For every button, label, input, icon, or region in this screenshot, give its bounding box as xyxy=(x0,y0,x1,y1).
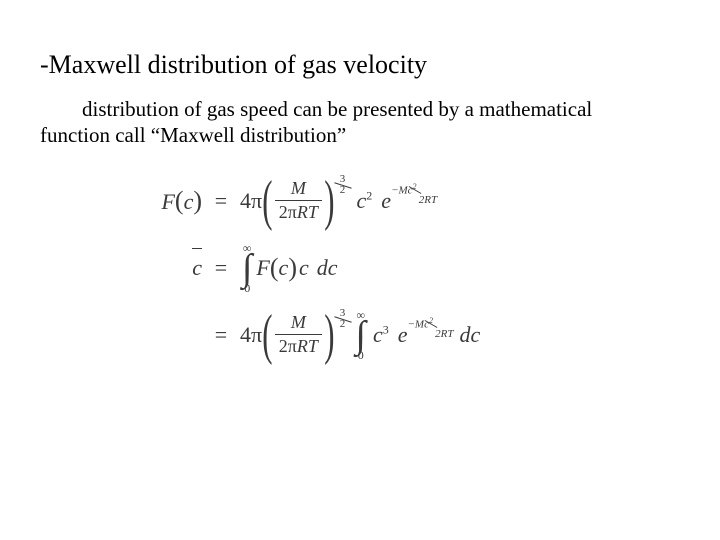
eq3-rhs: 4π ( M 2πRT ) 3 2 ∞ ∫ 0 c3 xyxy=(240,307,480,363)
slide-title: -Maxwell distribution of gas velocity xyxy=(40,50,680,80)
equation-block: F(c) = 4π ( M 2πRT ) 3 2 c2 e xyxy=(130,173,680,363)
eq3-fraction: M 2πRT xyxy=(275,312,322,357)
eq3-exp-superscript: −Mc2 2RT xyxy=(407,318,451,336)
eq2-integral: ∞ ∫ 0 xyxy=(242,243,252,293)
eq1-fraction: M 2πRT xyxy=(275,178,322,223)
eq3-equals: = xyxy=(202,322,240,348)
eq1-exp-superscript: −Mc2 2RT xyxy=(391,184,435,202)
body-line-2: function call “Maxwell distribution” xyxy=(40,123,346,147)
slide-page: -Maxwell distribution of gas velocity di… xyxy=(0,0,720,363)
eq1-lhs: F(c) xyxy=(130,186,202,216)
eq1-rhs: 4π ( M 2πRT ) 3 2 c2 e −Mc2 2RT xyxy=(240,173,435,229)
eq2-rhs: ∞ ∫ 0 F(c) c dc xyxy=(240,243,338,293)
eq3-exponent-3over2: 3 2 xyxy=(336,308,350,330)
eq1-equals: = xyxy=(202,188,240,214)
slide-body: distribution of gas speed can be present… xyxy=(40,96,680,149)
eq2-equals: = xyxy=(202,255,240,281)
body-line-1: distribution of gas speed can be present… xyxy=(82,97,592,121)
equation-row-2: c = ∞ ∫ 0 F(c) c dc xyxy=(130,243,680,293)
eq2-lhs: c xyxy=(130,255,202,281)
eq3-integral: ∞ ∫ 0 xyxy=(356,310,366,360)
eq1-exponent-3over2: 3 2 xyxy=(336,174,350,196)
equation-row-3: = 4π ( M 2πRT ) 3 2 ∞ ∫ 0 xyxy=(130,307,680,363)
equation-row-1: F(c) = 4π ( M 2πRT ) 3 2 c2 e xyxy=(130,173,680,229)
